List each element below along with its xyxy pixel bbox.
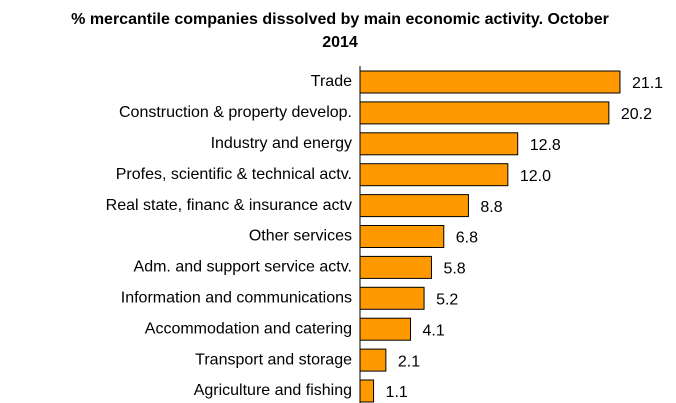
y-tick-label: Transport and storage (195, 351, 352, 368)
data-label: 5.2 (436, 292, 458, 309)
y-tick-label: Other services (249, 228, 352, 245)
bar (359, 379, 375, 403)
bar (359, 101, 610, 125)
y-tick-label: Real state, financ & insurance actv (106, 197, 352, 214)
bar (359, 286, 425, 310)
data-label: 12.8 (530, 137, 561, 154)
data-label: 5.8 (443, 261, 465, 278)
data-label: 6.8 (456, 230, 478, 247)
bar (359, 317, 412, 341)
data-label: 1.1 (386, 384, 408, 401)
bar (359, 163, 509, 187)
y-tick-label: Agriculture and fishing (194, 382, 352, 399)
data-label: 4.1 (423, 322, 445, 339)
y-tick-label: Accommodation and catering (145, 320, 352, 337)
bar (359, 225, 445, 248)
bar (359, 194, 469, 218)
data-label: 2.1 (398, 353, 420, 370)
data-label: 12.0 (520, 168, 551, 185)
chart-title: % mercantile companies dissolved by main… (71, 11, 609, 51)
y-tick-label: Adm. and support service actv. (134, 259, 352, 276)
data-label: 20.2 (621, 106, 652, 123)
bar (359, 70, 621, 94)
y-tick-label: Information and communications (121, 290, 352, 307)
y-tick-label: Trade (311, 73, 352, 90)
data-label: 8.8 (480, 199, 502, 216)
bar (359, 348, 387, 372)
y-tick-label: Industry and energy (211, 135, 352, 152)
bar (359, 255, 432, 279)
y-tick-label: Profes, scientific & technical actv. (116, 166, 352, 183)
data-label: 21.1 (632, 75, 663, 92)
bar (359, 132, 519, 156)
y-tick-label: Construction & property develop. (119, 104, 352, 121)
